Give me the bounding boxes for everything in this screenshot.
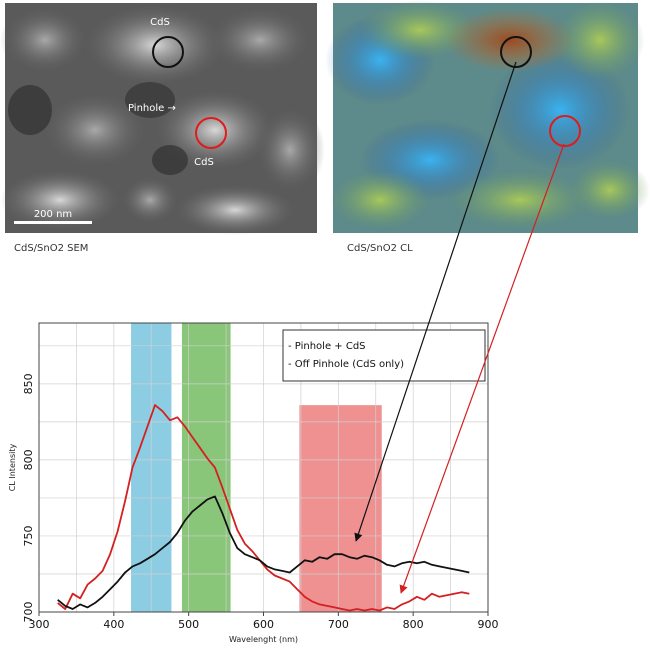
cl-marker-black-circle <box>500 36 532 68</box>
x-tick-label: 300 <box>29 618 50 631</box>
legend-entry-pinhole-cds: - Pinhole + CdS <box>288 341 366 352</box>
chart-axes <box>38 322 489 616</box>
series-line-0 <box>57 404 470 612</box>
sem-particles <box>0 5 325 235</box>
legend-entry-off-pinhole: - Off Pinhole (CdS only) <box>288 359 404 370</box>
sem-image-panel: CdS Pinhole → CdS 200 nm <box>0 3 325 235</box>
chart-series <box>57 404 470 612</box>
x-axis-label: Wavelenght (nm) <box>229 635 298 644</box>
cl-caption: CdS/SnO2 CL <box>347 243 413 254</box>
sem-caption: CdS/SnO2 SEM <box>14 243 88 254</box>
series-line-1 <box>57 495 470 610</box>
x-tick-label: 800 <box>403 618 424 631</box>
band-2 <box>299 405 382 612</box>
y-axis-label: CL Intensity <box>8 444 17 492</box>
y-tick-labels: 700 750 800 850 <box>22 373 35 622</box>
x-tick-label: 600 <box>253 618 274 631</box>
y-tick-label: 850 <box>22 373 35 394</box>
cl-spectrum-chart: 300 400 500 600 700 800 900 700 750 800 850 Wavel… <box>8 322 499 644</box>
chart-legend: - Pinhole + CdS - Off Pinhole (CdS only) <box>282 329 486 382</box>
band-1 <box>181 323 231 612</box>
scale-bar-label: 200 nm <box>34 209 72 220</box>
x-tick-label: 900 <box>478 618 499 631</box>
sem-marker-red-circle <box>195 117 227 149</box>
cl-marker-red-circle <box>549 115 581 147</box>
connector-arrow-red <box>399 143 565 594</box>
y-tick-label: 800 <box>22 449 35 470</box>
sem-label-cds-bottom: CdS <box>194 157 214 168</box>
x-tick-label: 400 <box>103 618 124 631</box>
x-tick-label: 500 <box>178 618 199 631</box>
legend-box <box>282 329 486 382</box>
sem-label-cds-top: CdS <box>150 17 170 28</box>
connector-arrow-black <box>354 61 517 542</box>
sem-label-pinhole: Pinhole → <box>128 103 176 114</box>
x-tick-label: 700 <box>328 618 349 631</box>
y-tick-label: 750 <box>22 525 35 546</box>
x-tick-labels: 300 400 500 600 700 800 900 <box>29 618 499 631</box>
y-tick-label: 700 <box>22 602 35 623</box>
sem-marker-black-circle <box>152 36 184 68</box>
scale-bar <box>14 221 92 224</box>
cl-image-panel <box>325 0 650 233</box>
